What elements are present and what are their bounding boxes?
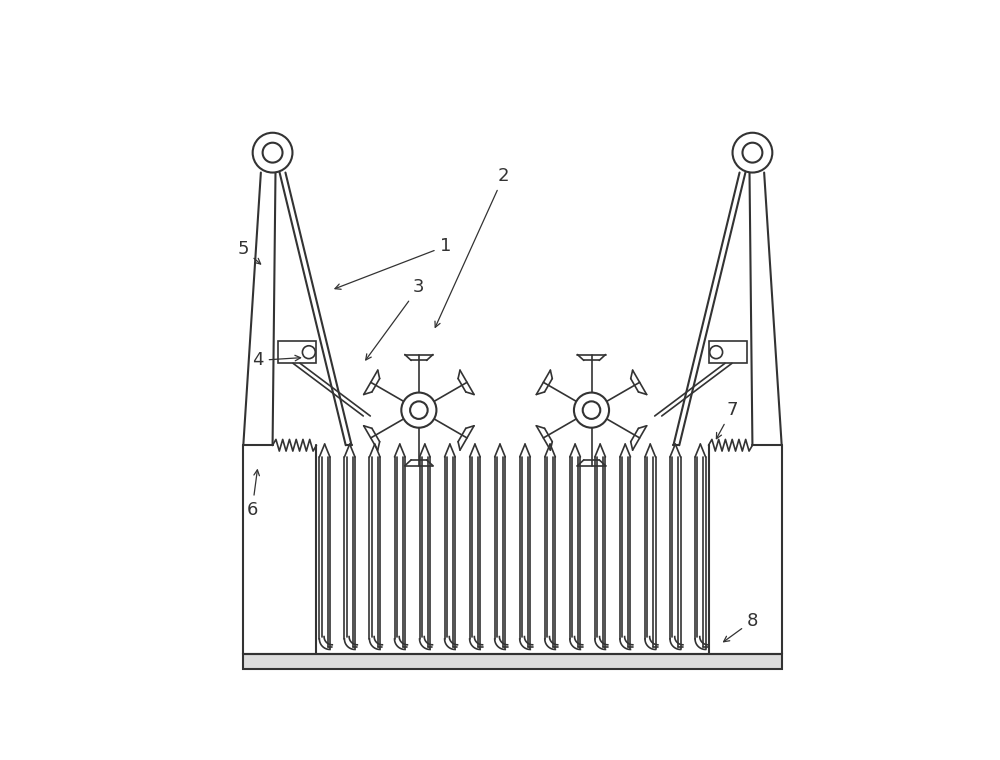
Circle shape — [583, 401, 600, 419]
Bar — [709, 341, 747, 363]
Circle shape — [401, 393, 436, 428]
Circle shape — [733, 133, 772, 173]
Text: 8: 8 — [724, 612, 758, 641]
Circle shape — [302, 346, 315, 359]
Text: 1: 1 — [335, 237, 451, 290]
Text: 7: 7 — [716, 401, 738, 439]
Text: 3: 3 — [366, 278, 425, 360]
Text: 2: 2 — [435, 167, 509, 328]
Circle shape — [253, 133, 292, 173]
Bar — [243, 654, 782, 670]
Text: 5: 5 — [238, 240, 261, 264]
Text: 4: 4 — [252, 351, 301, 369]
Circle shape — [263, 143, 283, 163]
Circle shape — [710, 346, 723, 359]
Text: 6: 6 — [246, 470, 259, 518]
Bar — [278, 341, 316, 363]
Circle shape — [410, 401, 428, 419]
Circle shape — [574, 393, 609, 428]
Circle shape — [742, 143, 762, 163]
